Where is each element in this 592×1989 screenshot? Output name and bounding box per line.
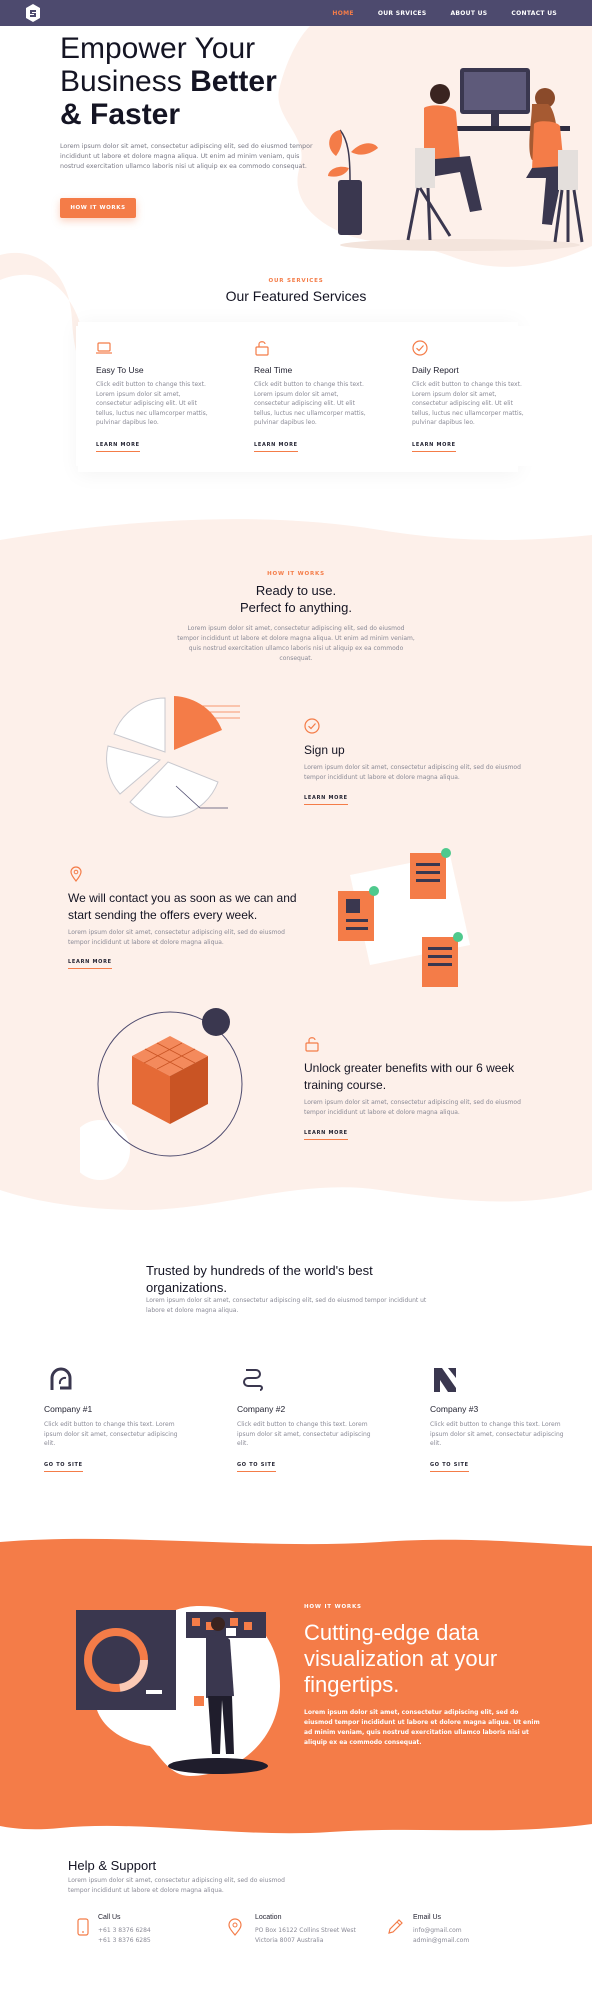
contact-label-location: Location [255, 1914, 282, 1921]
step-text: Lorem ipsum dolor sit amet, consectetur … [304, 1099, 521, 1116]
how-it-works-background [0, 519, 592, 1210]
pencil-icon [388, 1919, 403, 1934]
nav-links: HOME OUR SRVICES ABOUT US CONTACT US [332, 0, 557, 26]
service-text: Click edit button to change this text. L… [254, 381, 366, 426]
trusted-title: Trusted by hundreds of the world's best … [146, 1263, 373, 1295]
brand-logo-icon[interactable] [26, 4, 40, 22]
company-logo-2-icon[interactable] [240, 1366, 266, 1392]
learn-more-link[interactable]: LEARN MORE [96, 442, 140, 452]
service-title: Daily Report [412, 365, 459, 375]
service-title: Easy To Use [96, 365, 144, 375]
service-card-easy-to-use: Easy To Use Click edit button to change … [76, 326, 224, 466]
services-left-accent [0, 250, 80, 490]
hero-title: Empower Your Business Better & Faster [60, 32, 277, 131]
contact-label-email: Email Us [413, 1914, 442, 1921]
how-title: Ready to use. Perfect fo anything. [0, 582, 592, 616]
services-title: Our Featured Services [225, 288, 367, 304]
nav-link-home[interactable]: HOME [332, 9, 354, 17]
contact-email-2[interactable]: admin@gmail.com [413, 1937, 470, 1944]
cube-illustration [80, 1008, 243, 1180]
step-title-contact: We will contact you as soon as we can an… [68, 891, 297, 922]
check-circle-icon [304, 718, 320, 734]
step-text: Lorem ipsum dolor sit amet, consectetur … [304, 764, 521, 781]
how-description: Lorem ipsum dolor sit amet, consectetur … [177, 625, 415, 662]
phone-icon [77, 1918, 89, 1936]
step-text: Lorem ipsum dolor sit amet, consectetur … [68, 929, 285, 946]
hero-title-line-2-bold: Better [190, 65, 277, 98]
company-name: Company #3 [430, 1404, 479, 1414]
hero-title-line-1: Empower Your [60, 32, 256, 65]
pie-chart-illustration [106, 696, 240, 818]
dataviz-description: Lorem ipsum dolor sit amet, consectetur … [304, 1709, 540, 1746]
hero-illustration [328, 68, 584, 251]
company-text: Click edit button to change this text. L… [44, 1421, 178, 1447]
learn-more-link[interactable]: LEARN MORE [412, 442, 456, 452]
go-to-site-link[interactable]: GO TO SITE [430, 1462, 469, 1472]
trusted-description: Lorem ipsum dolor sit amet, consectetur … [146, 1297, 427, 1314]
step-title-sign-up: Sign up [304, 743, 345, 757]
hero-title-line-3: & Faster [60, 98, 181, 131]
nav-link-services[interactable]: OUR SRVICES [377, 9, 427, 17]
go-to-site-link[interactable]: GO TO SITE [44, 1462, 83, 1472]
how-eyebrow: HOW IT WORKS [267, 571, 325, 577]
service-card-real-time: Real Time Click edit button to change th… [234, 326, 382, 466]
service-text: Click edit button to change this text. L… [412, 381, 524, 426]
step-title-unlock: Unlock greater benefits with our 6 week … [304, 1061, 515, 1092]
location-pin-icon [228, 1918, 242, 1936]
contact-phone-1[interactable]: +61 3 8376 6284 [98, 1927, 151, 1934]
contact-address-1: PO Box 16122 Collins Street West [255, 1927, 356, 1934]
nav-link-about[interactable]: ABOUT US [450, 9, 488, 17]
company-text: Click edit button to change this text. L… [430, 1421, 564, 1447]
company-logo-3-icon[interactable] [432, 1366, 458, 1392]
dataviz-eyebrow: HOW IT WORKS [304, 1604, 362, 1610]
how-title-line-2: Perfect fo anything. [239, 600, 352, 615]
check-circle-icon [412, 340, 428, 356]
hero-title-line-2-regular: Business [60, 65, 191, 98]
dataviz-illustration [76, 1610, 268, 1774]
learn-more-link[interactable]: LEARN MORE [304, 795, 348, 805]
how-title-line-1: Ready to use. [255, 583, 337, 598]
dataviz-title: Cutting-edge data visualization at your … [304, 1620, 498, 1697]
service-text: Click edit button to change this text. L… [96, 381, 208, 426]
service-title: Real Time [254, 365, 293, 375]
lock-icon [305, 1037, 319, 1052]
company-name: Company #2 [237, 1404, 286, 1414]
learn-more-link[interactable]: LEARN MORE [254, 442, 298, 452]
contact-address-2: Victoria 8007 Australia [255, 1937, 324, 1944]
contact-email-1[interactable]: info@gmail.com [413, 1927, 462, 1934]
location-pin-icon [70, 866, 82, 882]
help-description: Lorem ipsum dolor sit amet, consectetur … [68, 1877, 285, 1894]
hero-description: Lorem ipsum dolor sit amet, consectetur … [60, 143, 313, 170]
learn-more-link[interactable]: LEARN MORE [304, 1130, 348, 1140]
service-card-daily-report: Daily Report Click edit button to change… [392, 326, 540, 466]
company-name: Company #1 [44, 1404, 93, 1414]
top-navbar: HOME OUR SRVICES ABOUT US CONTACT US [0, 0, 592, 26]
learn-more-link[interactable]: LEARN MORE [68, 959, 112, 969]
nav-link-contact[interactable]: CONTACT US [511, 9, 557, 17]
contact-label-call: Call Us [98, 1914, 121, 1921]
contact-phone-2[interactable]: +61 3 8376 6285 [98, 1937, 151, 1944]
company-logo-1-icon[interactable] [48, 1366, 74, 1392]
help-title: Help & Support [68, 1858, 157, 1873]
documents-illustration [338, 848, 470, 987]
hero-title-line-2: Business Better [60, 65, 277, 98]
laptop-icon [96, 342, 112, 354]
lock-icon [255, 341, 269, 356]
how-it-works-button[interactable]: HOW IT WORKS [60, 198, 136, 218]
go-to-site-link[interactable]: GO TO SITE [237, 1462, 276, 1472]
company-text: Click edit button to change this text. L… [237, 1421, 371, 1447]
services-eyebrow: OUR SERVICES [268, 278, 324, 284]
